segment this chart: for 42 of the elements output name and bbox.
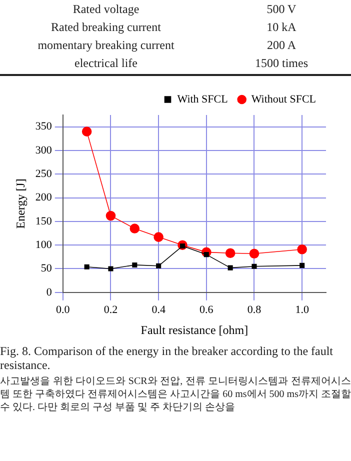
text: 사고발생을 위한 다이오드와 SCR와 전압, 전류 모니터링시스템과 전류제어시스템 또한 구축하였다 전류제어시스템은 사고시간을 60 ms에서 500 ms까지 조절할 수 있다. 다만 회로의 구성 부품 및 주 차단기의 손상을: [0, 375, 351, 414]
point: [297, 244, 307, 254]
y-tick-label: 300: [35, 144, 52, 156]
text: 500 V: [266, 0, 298, 18]
point: [225, 248, 236, 258]
point: [132, 262, 138, 268]
point: [106, 210, 116, 221]
x-tick-label: 0.8: [247, 304, 262, 316]
point: [108, 266, 114, 272]
legend-label: Without SFCL: [251, 93, 316, 106]
x-tick-label: 0.0: [56, 304, 70, 316]
y-tick-label: 200: [35, 192, 52, 204]
point: [249, 248, 260, 259]
x-tick-label: 0.2: [104, 304, 118, 316]
text: Rated voltage: [72, 0, 140, 18]
point: [156, 263, 162, 268]
y-axis-title: Energy [J]: [13, 178, 28, 229]
y-tick-label: 150: [35, 215, 52, 228]
point: [130, 224, 140, 234]
x-tick-label: 1.0: [295, 304, 310, 316]
x-tick-label: 0.4: [152, 304, 166, 316]
text: momentary breaking current: [36, 36, 176, 54]
point: [154, 232, 164, 242]
legend-label: With SFCL: [177, 93, 228, 106]
text: 1500 times: [254, 54, 309, 72]
text: electrical life: [74, 54, 138, 72]
y-tick-label: 100: [35, 238, 52, 251]
x-tick-label: 0.6: [200, 304, 214, 316]
point: [300, 262, 305, 268]
y-tick-label: 250: [35, 168, 52, 180]
caption: Fig. 8. Comparison of the energy in the breaker according to the fault resistance.: [0, 344, 334, 372]
point: [82, 126, 92, 136]
text: 200 A: [266, 36, 297, 54]
y-tick-label: 0: [46, 286, 52, 298]
text: 10 kA: [266, 18, 298, 36]
point: [252, 264, 257, 269]
point: [84, 264, 90, 270]
point: [228, 265, 233, 270]
x-axis-title: Fault resistance [ohm]: [140, 322, 248, 337]
y-tick-label: 350: [35, 120, 52, 133]
y-tick-label: 50: [40, 262, 52, 275]
text: Rated breaking current: [50, 18, 162, 36]
